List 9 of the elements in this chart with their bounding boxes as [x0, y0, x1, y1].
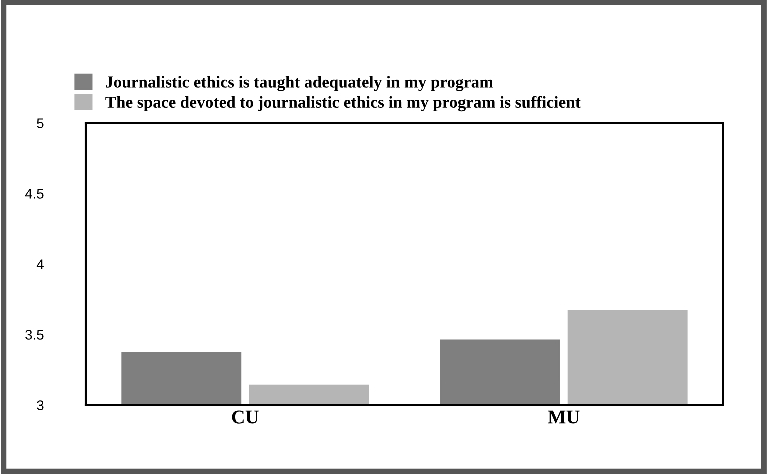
x-tick-label: CU: [232, 410, 259, 424]
y-tick-label: 4: [36, 260, 44, 270]
legend-label: The space devoted to journalistic ethics in my program is sufficient: [106, 96, 581, 112]
y-tick-label: 5: [37, 118, 44, 128]
x-tick-label: MU: [548, 410, 580, 424]
y-tick-label: 3: [37, 400, 44, 410]
legend-label: Journalistic ethics is taught adequately in my program: [106, 76, 494, 92]
y-tick-label: 4.5: [25, 189, 44, 199]
y-tick-label: 3.5: [26, 330, 44, 340]
